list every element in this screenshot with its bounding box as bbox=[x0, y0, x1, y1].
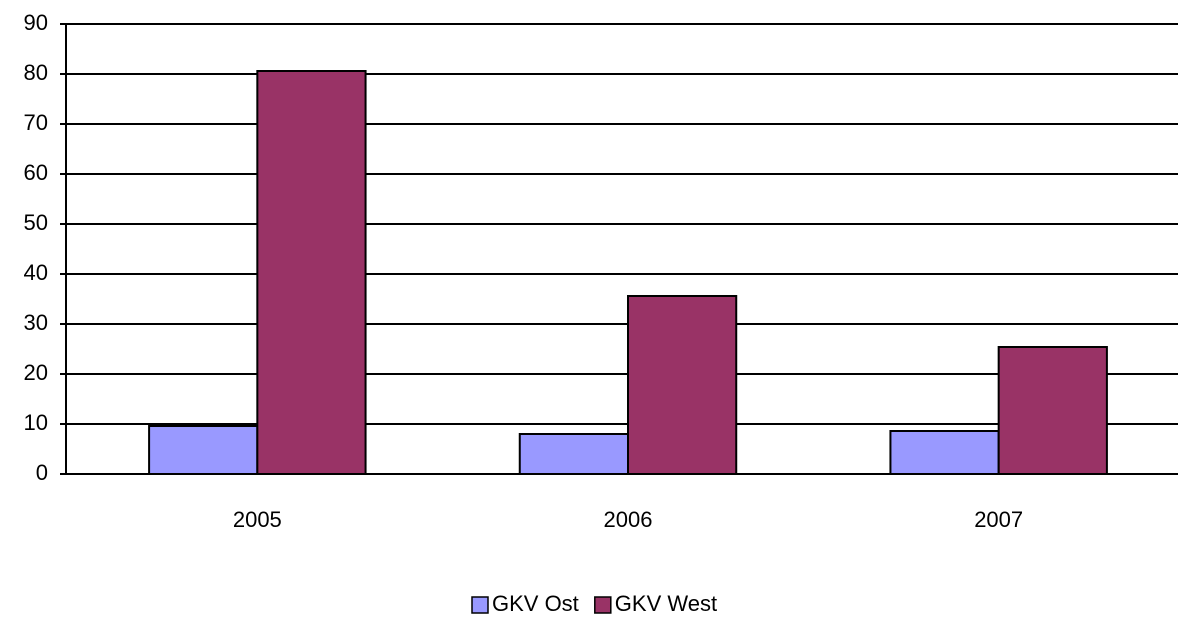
x-tick-label: 2007 bbox=[974, 507, 1023, 532]
y-tick-label: 90 bbox=[24, 10, 48, 35]
y-tick-label: 20 bbox=[24, 360, 48, 385]
bar bbox=[148, 425, 259, 475]
y-tick-label: 60 bbox=[24, 160, 48, 185]
bar bbox=[997, 346, 1108, 475]
x-tick-label: 2006 bbox=[604, 507, 653, 532]
y-tick-label: 50 bbox=[24, 210, 48, 235]
y-tick-label: 10 bbox=[24, 410, 48, 435]
legend-label: GKV West bbox=[615, 591, 717, 616]
x-tick-label: 2005 bbox=[233, 507, 282, 532]
y-tick-label: 0 bbox=[36, 460, 48, 485]
y-tick-label: 80 bbox=[24, 60, 48, 85]
bar bbox=[889, 430, 1000, 475]
y-tick-label: 40 bbox=[24, 260, 48, 285]
legend-swatch bbox=[471, 596, 489, 614]
legend-label: GKV Ost bbox=[492, 591, 579, 616]
bar bbox=[256, 70, 367, 475]
bar bbox=[627, 295, 738, 475]
y-tick-label: 30 bbox=[24, 310, 48, 335]
legend-swatch bbox=[594, 596, 612, 614]
bar bbox=[518, 433, 629, 475]
y-tick-label: 70 bbox=[24, 110, 48, 135]
